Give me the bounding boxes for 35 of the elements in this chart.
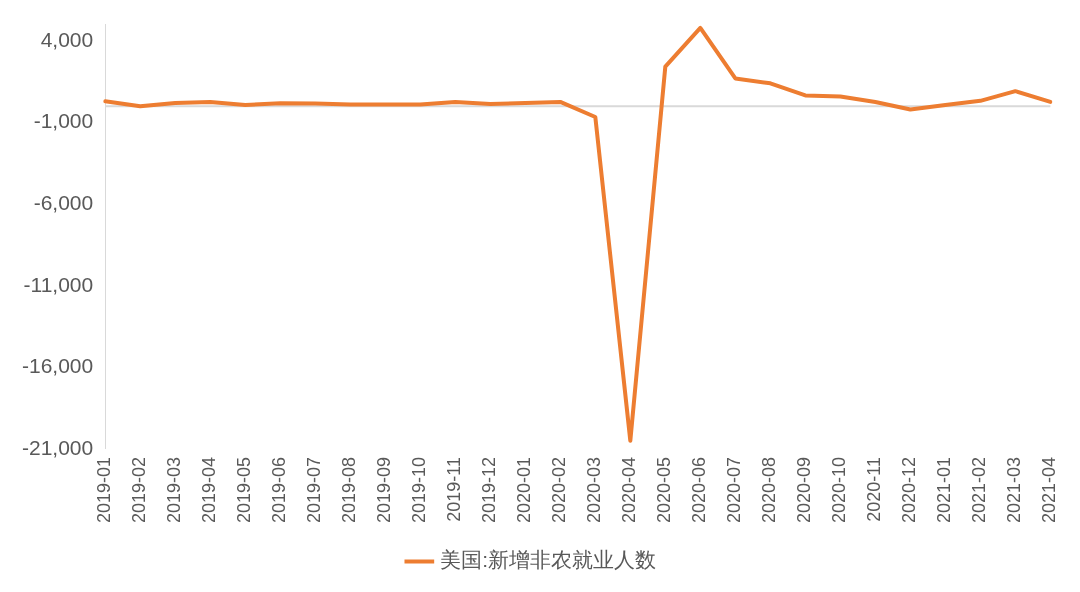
x-tick-label: 2019-07 xyxy=(304,456,325,523)
x-tick-label: 2020-09 xyxy=(794,456,815,523)
x-tick-label: 2019-05 xyxy=(234,456,255,523)
x-tick-label: 2021-02 xyxy=(969,456,990,523)
x-tick-label: 2021-01 xyxy=(934,456,955,523)
x-tick-label: 2019-06 xyxy=(269,456,290,523)
x-tick-label: 2020-07 xyxy=(724,456,745,523)
y-tick-label: -16,000 xyxy=(21,354,94,378)
x-tick-label: 2020-08 xyxy=(759,456,780,523)
x-tick-label: 2020-02 xyxy=(549,456,570,523)
x-tick-label: 2021-04 xyxy=(1039,456,1060,523)
y-tick-label: -21,000 xyxy=(21,435,94,459)
y-tick-label: -1,000 xyxy=(33,109,94,133)
x-tick-label: 2019-09 xyxy=(374,456,395,523)
x-tick-label: 2019-11 xyxy=(444,456,465,522)
x-tick-label: 2020-01 xyxy=(514,456,535,523)
x-tick-label: 2019-10 xyxy=(409,456,430,523)
x-tick-label: 2020-04 xyxy=(619,456,640,523)
legend-label: 美国:新增非农就业人数 xyxy=(440,548,657,572)
y-tick-label: 4,000 xyxy=(40,27,94,51)
x-tick-label: 2021-03 xyxy=(1004,456,1025,523)
x-tick-label: 2020-06 xyxy=(689,456,710,523)
x-tick-label: 2019-01 xyxy=(94,456,115,523)
x-tick-label: 2020-10 xyxy=(829,456,850,523)
x-tick-label: 2020-03 xyxy=(584,456,605,523)
x-tick-label: 2020-05 xyxy=(654,456,675,523)
y-tick-label: -11,000 xyxy=(23,272,94,296)
x-tick-label: 2019-08 xyxy=(339,456,360,523)
x-tick-label: 2019-02 xyxy=(129,456,150,523)
y-tick-label: -6,000 xyxy=(33,190,94,214)
x-tick-label: 2019-04 xyxy=(199,456,220,523)
x-tick-label: 2020-11 xyxy=(864,456,885,522)
x-tick-label: 2019-12 xyxy=(479,456,500,523)
x-tick-label: 2019-03 xyxy=(164,456,185,523)
x-tick-label: 2020-12 xyxy=(899,456,920,523)
